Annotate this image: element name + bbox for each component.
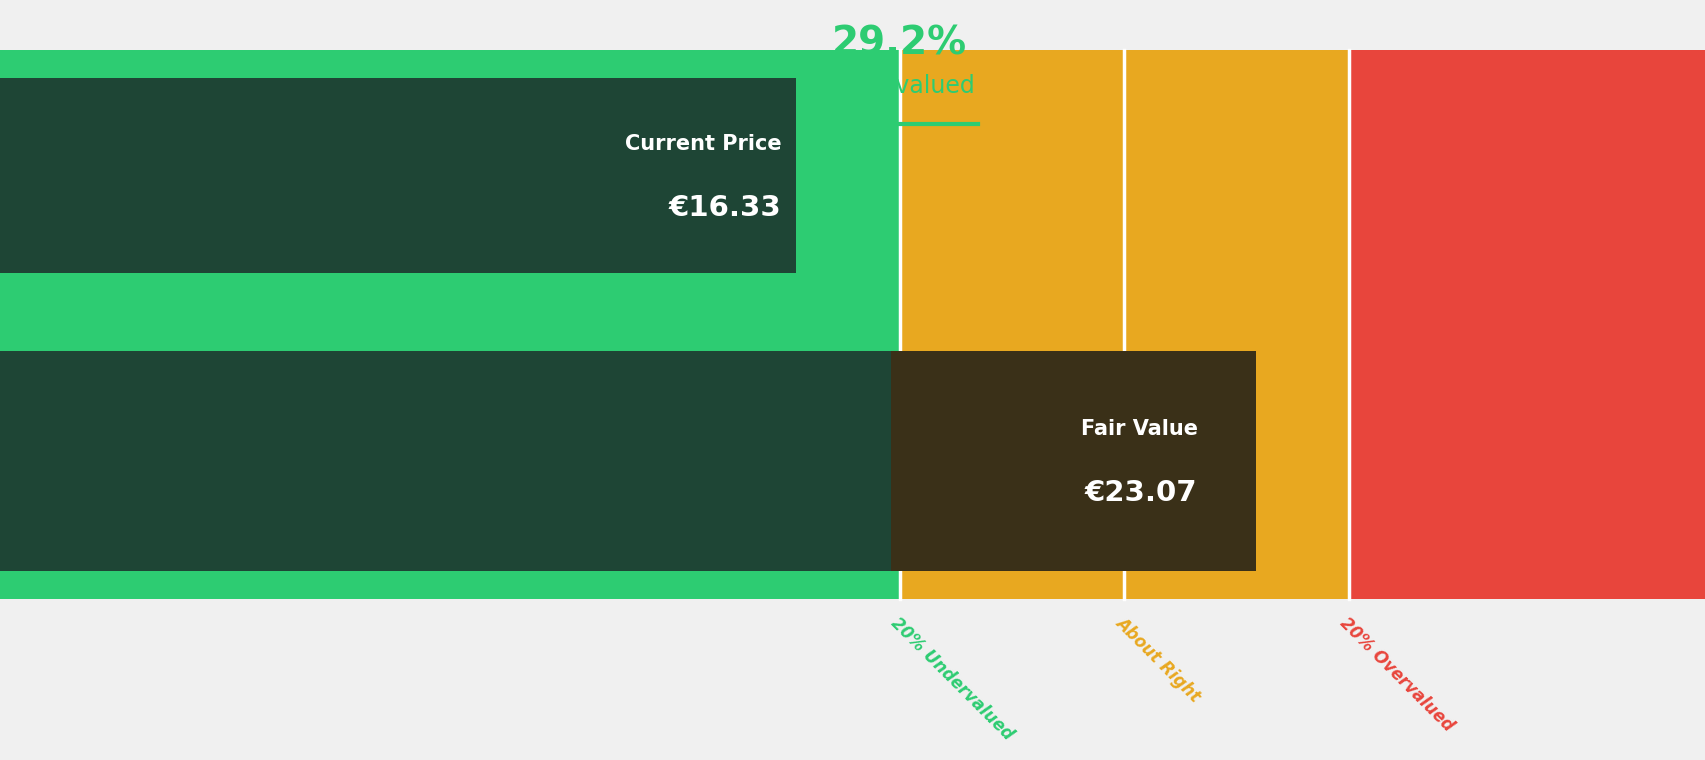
Text: 20% Undervalued: 20% Undervalued — [887, 613, 1016, 743]
Bar — [1349, 49, 1705, 600]
Text: €16.33: €16.33 — [668, 194, 781, 221]
Text: Undervalued: Undervalued — [824, 74, 974, 99]
Text: 20% Overvalued: 20% Overvalued — [1337, 613, 1456, 735]
Text: About Right: About Right — [1112, 613, 1204, 705]
Bar — [1124, 49, 1349, 600]
Bar — [0, 351, 1124, 571]
Bar — [0, 78, 796, 273]
Text: Fair Value: Fair Value — [1079, 420, 1197, 439]
Text: €23.07: €23.07 — [1084, 479, 1197, 507]
Text: Current Price: Current Price — [624, 134, 781, 154]
Text: 29.2%: 29.2% — [832, 25, 967, 63]
Bar — [899, 49, 1124, 600]
Bar — [890, 351, 1255, 571]
Bar — [0, 49, 899, 600]
